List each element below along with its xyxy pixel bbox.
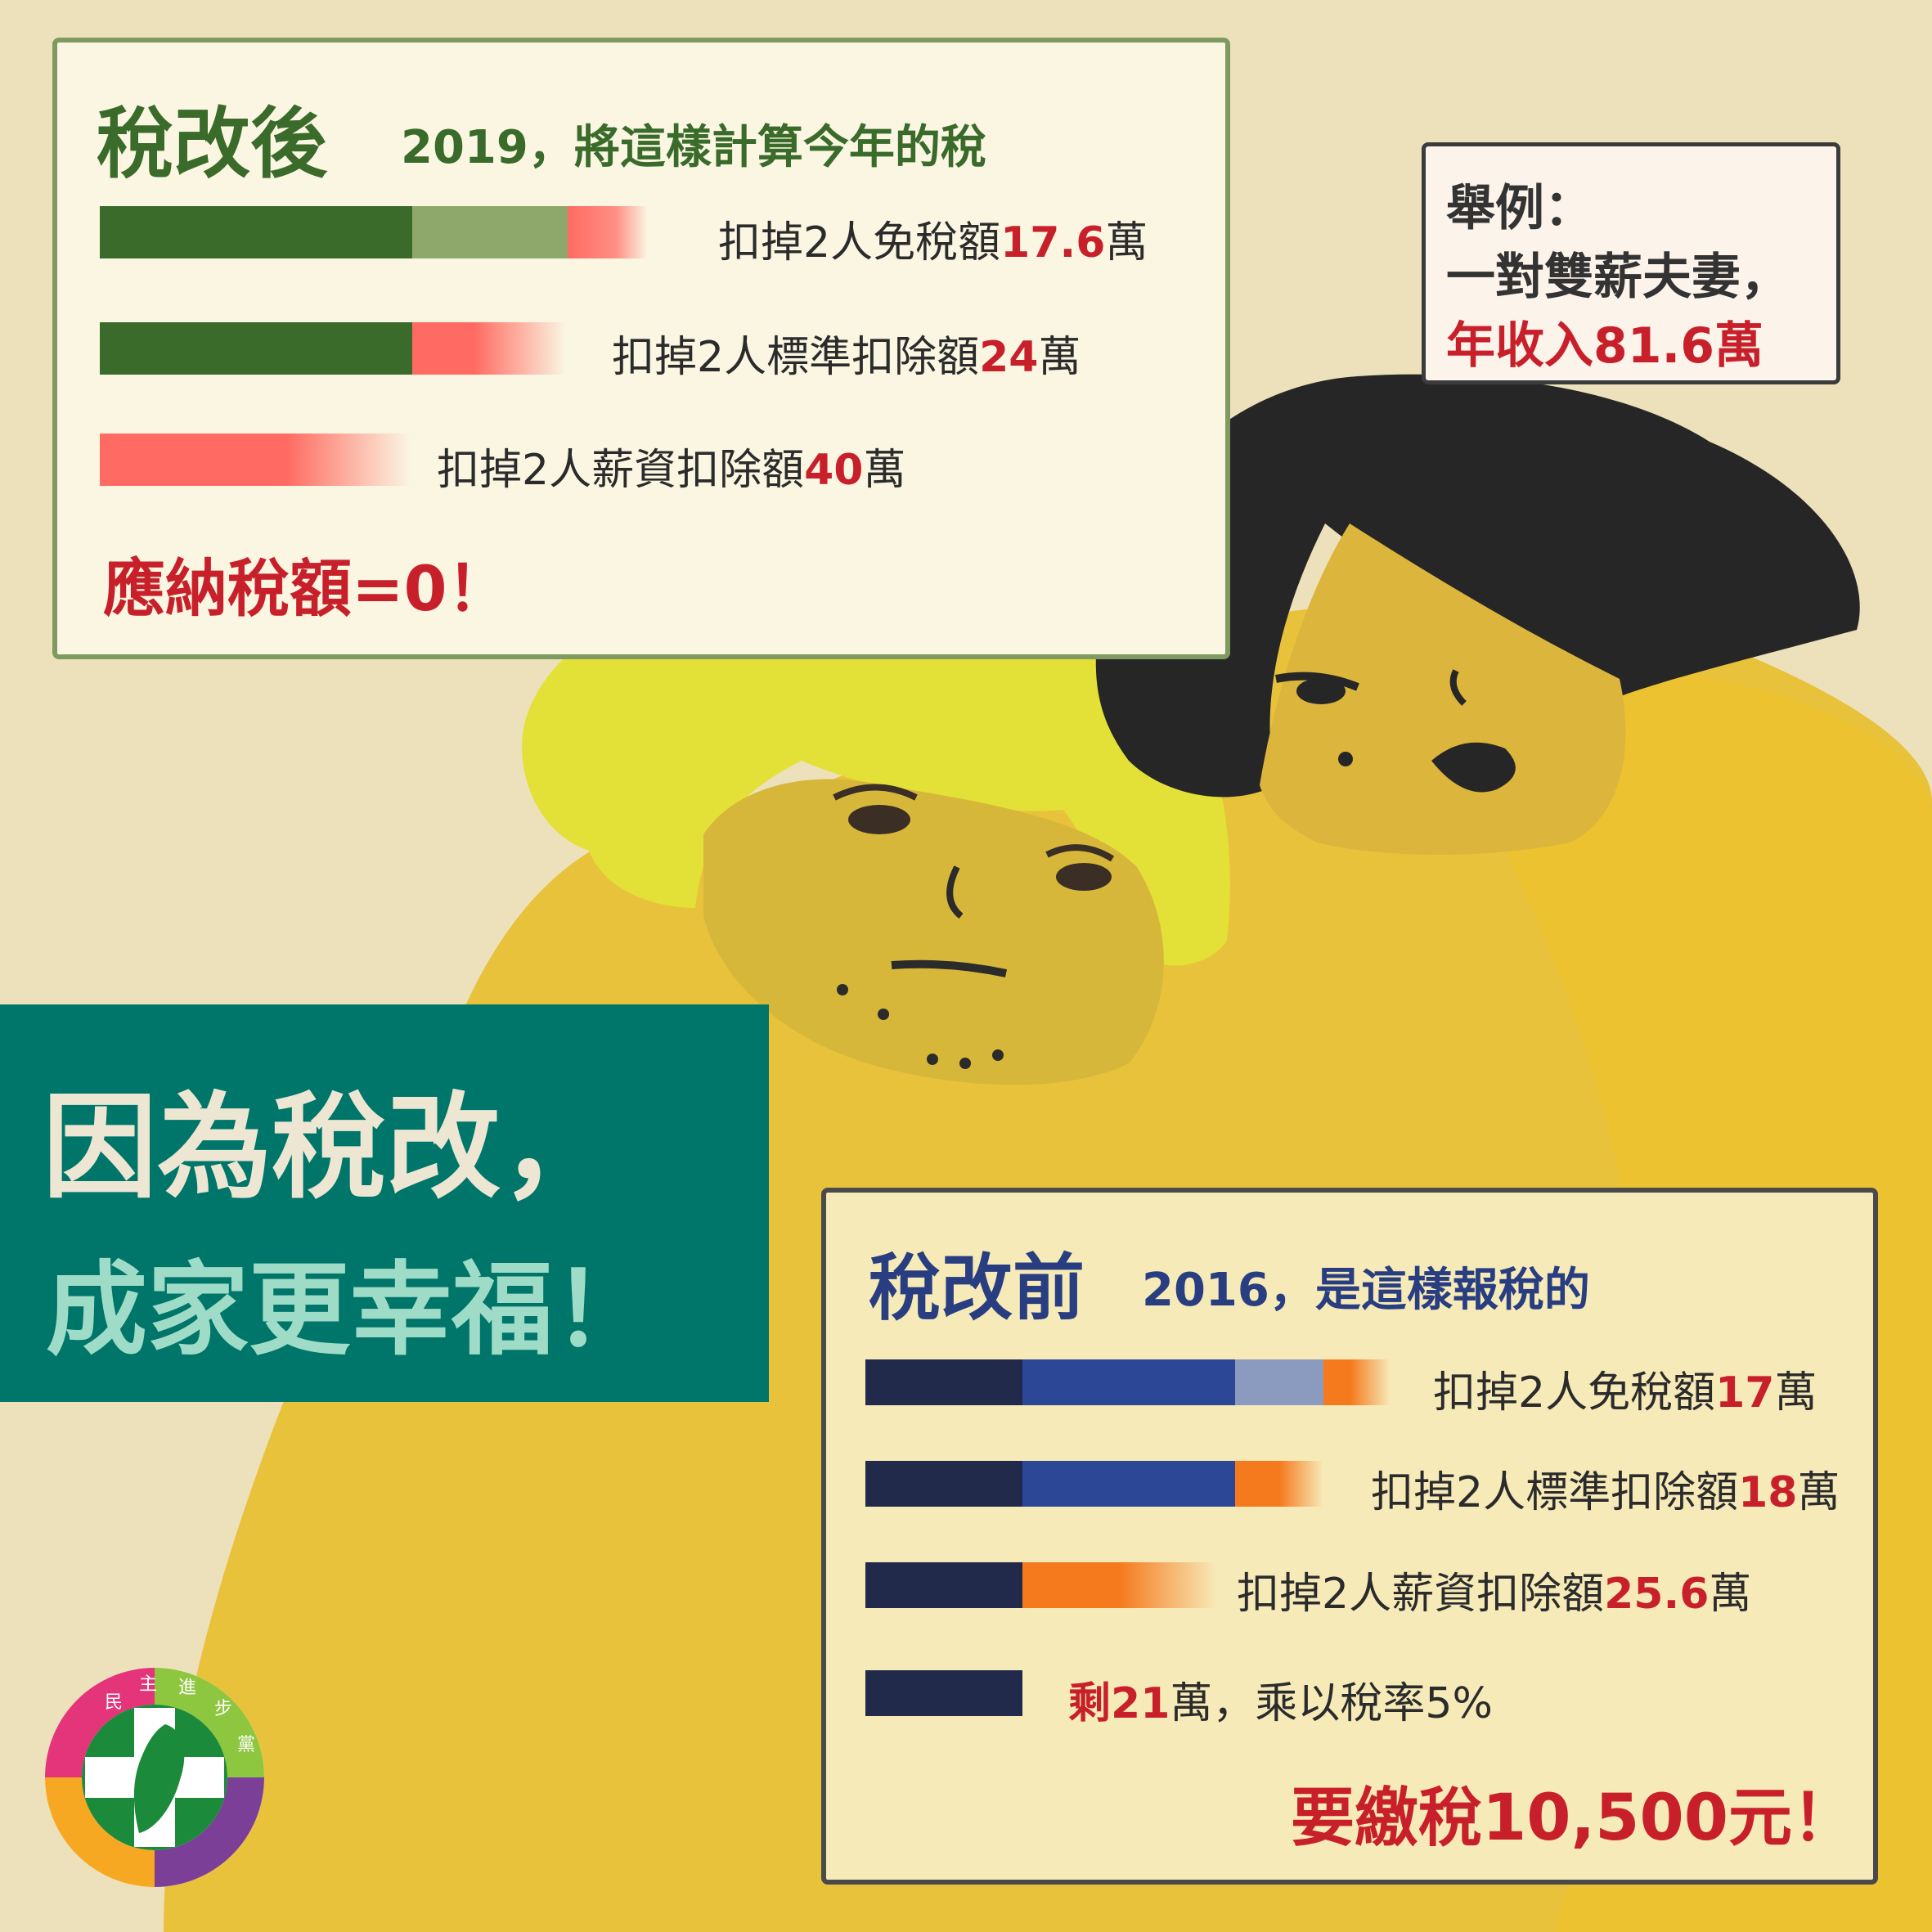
logo-char: 黨 [237,1735,255,1755]
before-row-1-label: 扣掉2人免稅額17萬 [1433,1368,1817,1418]
woman-left-eye [1296,678,1346,704]
after-subtitle: 2019，將這樣計算今年的稅 [401,121,986,174]
before-reform-panel [821,1188,1878,1885]
logo-ring-segment [45,1777,155,1887]
slogan-line-2: 成家更幸福！ [46,1251,655,1369]
before-result: 要繳稅10,500元！ [1291,1781,1856,1855]
bar-segment [100,206,412,258]
logo-ring-segment [155,1668,264,1777]
bar-segment [1235,1461,1323,1507]
bar-segment [412,322,566,375]
bar-segment [865,1359,1022,1405]
bar-segment [865,1461,1022,1507]
bar-segment [865,1562,1022,1608]
bar-segment [1022,1461,1235,1507]
bar-segment [568,206,648,258]
before-remain-label: 剩21萬，乘以稅率5% [1068,1679,1493,1728]
bar-segment [412,206,568,258]
man-left-eye [848,805,910,834]
logo-char: 步 [214,1699,232,1719]
after-bar-3 [100,434,411,486]
after-bar-1 [100,206,648,258]
taiwan-shape [133,1724,185,1833]
woman-hair [1095,374,1860,798]
bar-segment [1323,1359,1391,1405]
logo-char: 民 [105,1692,123,1713]
woman-face [1260,523,1626,855]
slogan-banner [0,1004,769,1402]
man-right-eye [1056,863,1112,891]
before-row-3-label: 扣掉2人薪資扣除額25.6萬 [1237,1570,1752,1619]
dpp-logo: 民 主 進 步 黨 [45,1668,264,1887]
logo-char: 主 [139,1674,157,1695]
after-row-3-label: 扣掉2人薪資扣除額40萬 [437,446,906,495]
after-title: 稅改後 [97,100,328,189]
logo-ring-segment [45,1668,155,1777]
before-row-2-label: 扣掉2人標準扣除額18萬 [1371,1468,1840,1517]
bar-segment [1022,1562,1217,1608]
bar-segment [100,322,412,375]
before-subtitle: 2016，是這樣報稅的 [1142,1264,1590,1317]
logo-ring-segment [155,1777,264,1887]
before-bar-3 [865,1562,1217,1608]
bar-segment [100,434,411,486]
after-result: 應納稅額=0！ [103,552,510,625]
bar-segment [1022,1359,1235,1405]
logo-char: 進 [178,1678,196,1698]
example-line-2: 一對雙薪夫妻， [1446,249,1790,306]
slogan-line-1: 因為稅改， [43,1081,616,1215]
woman-lips [1431,742,1516,793]
example-line-1: 舉例： [1446,180,1593,237]
before-title: 稅改前 [869,1246,1085,1330]
before-bar-1 [865,1359,1391,1405]
after-row-1-label: 扣掉2人免稅額17.6萬 [718,218,1148,267]
after-bar-2 [100,322,566,375]
example-line-3: 年收入81.6萬 [1446,317,1764,375]
after-row-2-label: 扣掉2人標準扣除額24萬 [612,333,1081,382]
bar-segment [1235,1359,1323,1405]
example-note [1422,142,1840,384]
before-bar-4 [865,1670,1022,1716]
before-bar-2 [865,1461,1323,1507]
woman-right-eye [1561,617,1613,643]
